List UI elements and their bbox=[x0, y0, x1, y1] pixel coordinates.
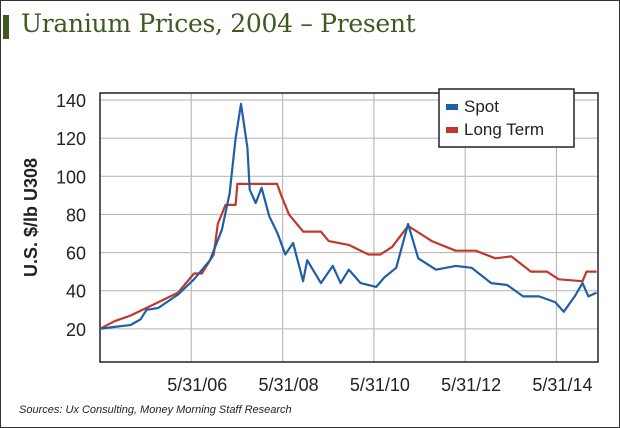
x-tick-label: 5/31/08 bbox=[259, 375, 319, 395]
y-tick-label: 20 bbox=[66, 320, 86, 340]
chart-title: Uranium Prices, 2004 – Present bbox=[21, 9, 416, 38]
legend-swatch bbox=[446, 127, 458, 133]
x-tick-label: 5/31/14 bbox=[532, 375, 592, 395]
x-tick-label: 5/31/12 bbox=[441, 375, 501, 395]
title-accent-bar bbox=[3, 15, 9, 39]
series-line-spot bbox=[99, 102, 598, 330]
y-tick-label: 120 bbox=[56, 129, 86, 149]
legend-label: Long Term bbox=[464, 120, 544, 139]
legend-label: Spot bbox=[464, 97, 499, 116]
x-tick-label: 5/31/10 bbox=[350, 375, 410, 395]
y-tick-label: 60 bbox=[66, 244, 86, 264]
plot-frame bbox=[99, 92, 599, 363]
y-tick-label: 40 bbox=[66, 282, 86, 302]
y-tick-label: 140 bbox=[56, 91, 86, 111]
legend-swatch bbox=[446, 104, 458, 110]
y-tick-label: 80 bbox=[66, 205, 86, 225]
series-line-long-term bbox=[99, 182, 597, 330]
y-tick-label: 100 bbox=[56, 167, 86, 187]
x-tick-label: 5/31/06 bbox=[167, 375, 227, 395]
y-axis-label: U.S. $/lb U308 bbox=[21, 158, 41, 277]
legend-box bbox=[438, 88, 575, 148]
source-note: Sources: Ux Consulting, Money Morning St… bbox=[19, 404, 292, 416]
